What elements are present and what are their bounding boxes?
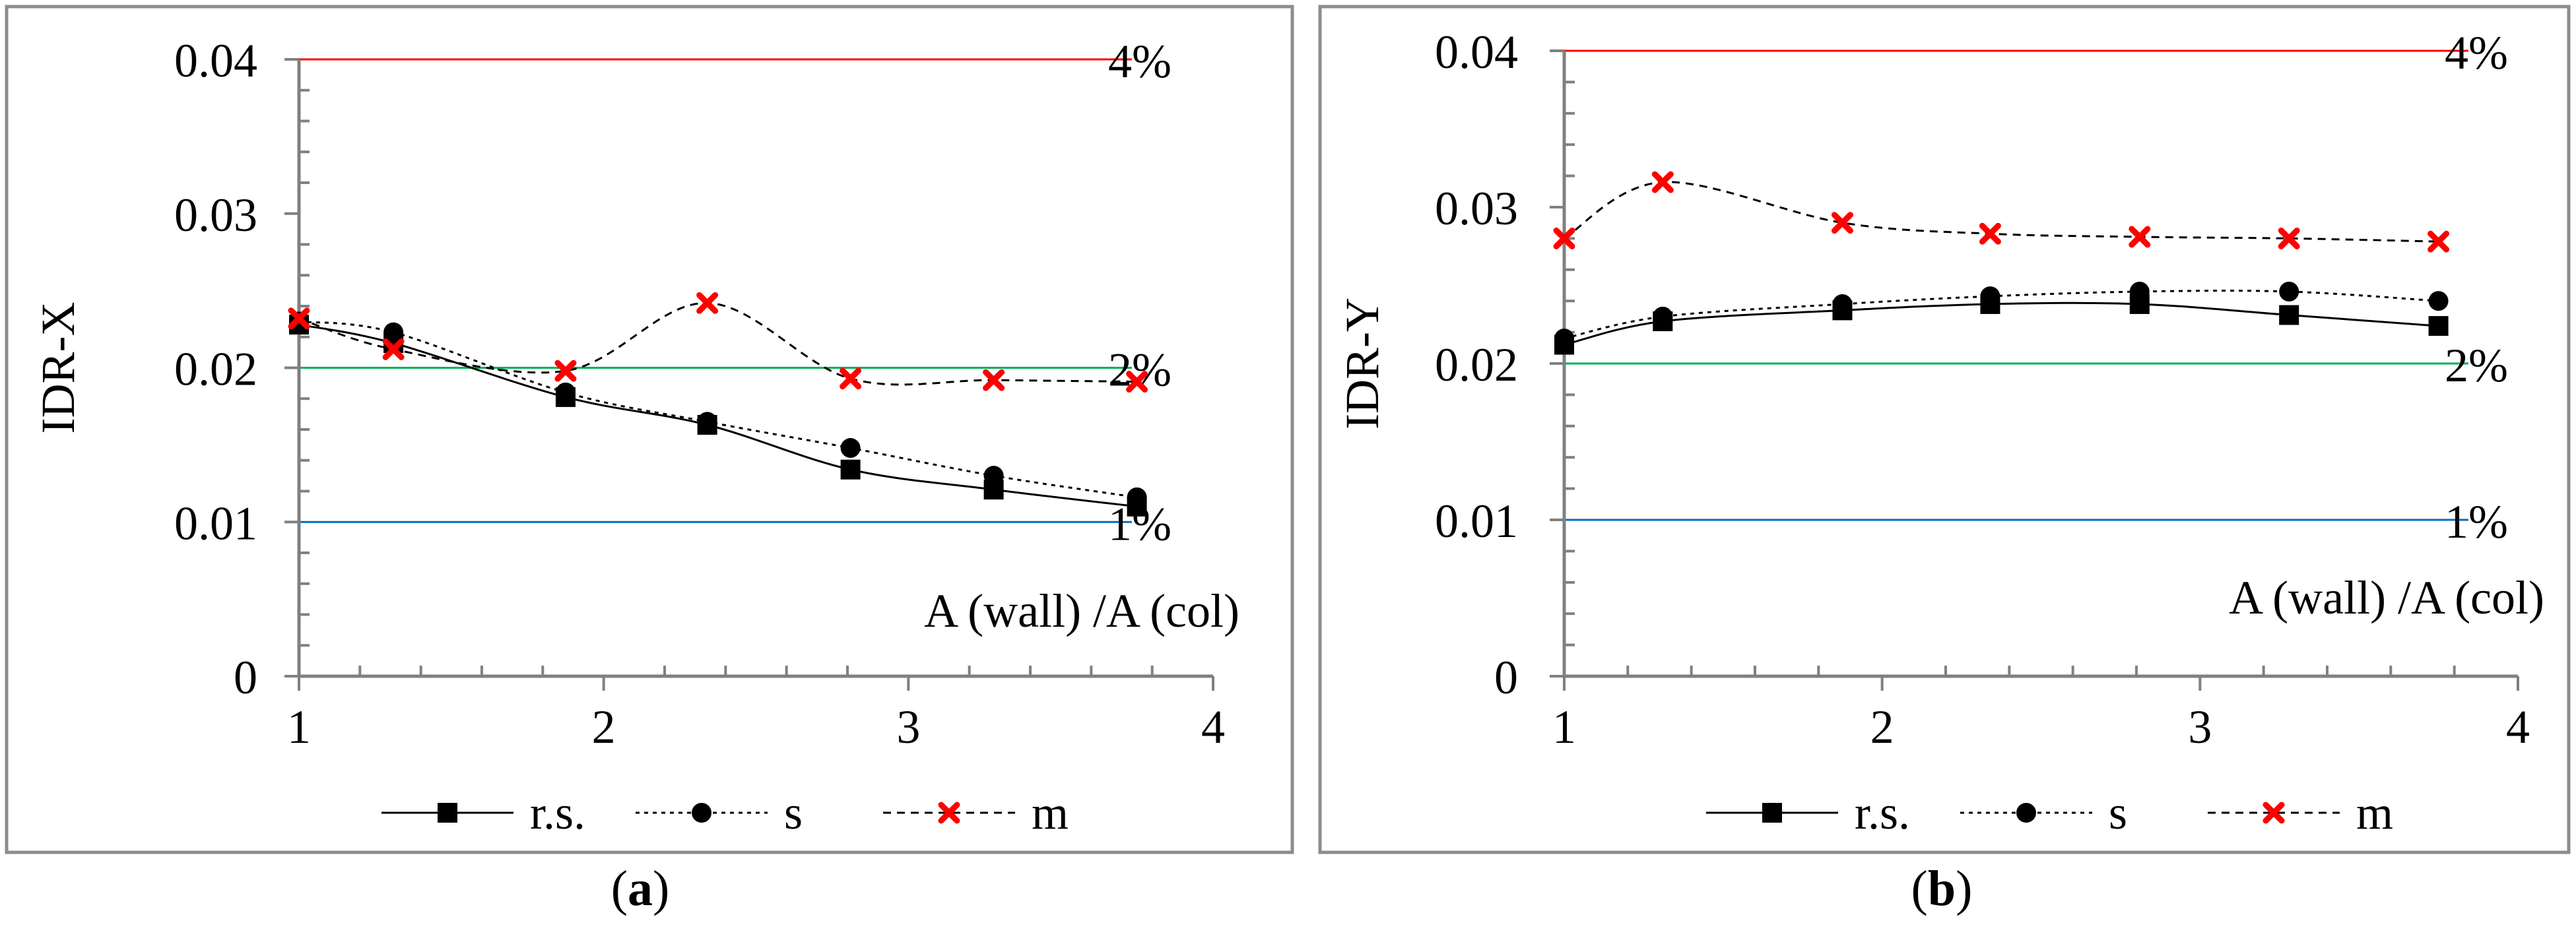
y-tick-label: 0.04	[1435, 26, 1518, 79]
y-tick-label: 0	[234, 651, 257, 704]
y-tick-label: 0.01	[1435, 495, 1518, 548]
data-point	[2129, 281, 2150, 301]
data-point	[697, 412, 717, 432]
legend-label: m	[1032, 786, 1069, 839]
data-point	[2428, 291, 2449, 311]
data-point	[1126, 371, 1148, 393]
caption-paren-open: (	[611, 861, 628, 916]
legend-label: m	[2356, 786, 2393, 839]
reference-label-4pct: 4%	[1108, 35, 1172, 88]
chart-panel-b: 4% 2% 1% 0 0.01 0.02 0.03 0.04 1 2 3 4 IDR-Y A (wall)…	[1318, 5, 2571, 916]
data-point	[983, 369, 1005, 391]
panel-caption: (a)	[611, 861, 670, 916]
x-tick-label: 4	[2506, 701, 2530, 753]
legend-marker	[2262, 802, 2285, 824]
data-point	[1831, 212, 1853, 234]
chart-frame	[1318, 5, 2571, 854]
data-point	[1980, 286, 2000, 307]
data-point	[555, 382, 576, 402]
data-point	[1553, 227, 1575, 249]
caption-paren-close: )	[653, 861, 669, 916]
x-tick-label: 3	[2188, 701, 2212, 753]
y-tick-label: 0	[1494, 651, 1518, 704]
y-tick-label: 0.03	[174, 189, 257, 241]
y-tick-label: 0.02	[174, 343, 257, 396]
data-point	[554, 360, 577, 382]
caption-letter: a	[628, 861, 653, 916]
y-axis-label: IDR-Y	[1336, 298, 1389, 429]
data-point	[840, 438, 861, 458]
x-tick-label: 2	[1870, 701, 1894, 753]
data-point	[1979, 222, 2001, 245]
x-tick-label: 3	[896, 701, 920, 753]
series-markers-s	[1554, 281, 2449, 349]
data-point	[983, 466, 1004, 486]
legend-label: r.s.	[530, 786, 585, 839]
caption-paren-open: (	[1911, 861, 1928, 916]
data-point	[840, 459, 861, 480]
data-point	[1832, 294, 1853, 314]
data-point	[1653, 306, 1673, 327]
legend-marker	[692, 803, 711, 823]
reference-label-4pct: 4%	[2445, 26, 2508, 79]
data-point	[2428, 316, 2449, 336]
legend-label: r.s.	[1855, 786, 1910, 839]
data-point	[2279, 305, 2299, 325]
data-point	[383, 322, 404, 342]
data-point	[840, 367, 862, 390]
legend-label: s	[784, 786, 803, 839]
data-point	[696, 292, 719, 314]
legend: r.s. s m	[1706, 786, 2393, 839]
reference-label-2pct: 2%	[2445, 339, 2508, 392]
x-tick-label: 1	[287, 701, 311, 753]
chart-frame	[5, 5, 1294, 854]
legend-marker	[938, 802, 960, 824]
data-point	[2278, 227, 2300, 249]
x-tick-label: 2	[592, 701, 616, 753]
series-line-s	[1564, 290, 2439, 340]
legend-marker	[1762, 803, 1782, 823]
legend-label: s	[2109, 786, 2127, 839]
data-point	[382, 338, 405, 360]
x-tick-label: 4	[1201, 701, 1225, 753]
y-tick-label: 0.01	[174, 497, 257, 550]
data-point	[1554, 329, 1574, 349]
y-tick-label: 0.03	[1435, 182, 1518, 235]
data-point	[2279, 281, 2299, 301]
panel-caption: (b)	[1911, 861, 1973, 916]
y-axis-label: IDR-X	[32, 302, 84, 434]
data-point	[2427, 230, 2450, 253]
series-markers-m	[288, 292, 1148, 393]
data-point	[1127, 487, 1147, 507]
x-axis-label: A (wall) /A (col)	[924, 585, 1239, 637]
caption-paren-close: )	[1956, 861, 1972, 916]
data-point	[288, 307, 310, 330]
x-axis-label: A (wall) /A (col)	[2229, 571, 2544, 624]
y-tick-label: 0.04	[174, 34, 257, 87]
data-point	[1651, 171, 1674, 193]
y-tick-label: 0.02	[1435, 338, 1518, 391]
legend-marker	[438, 803, 457, 823]
series-markers-m	[1553, 171, 2450, 253]
x-tick-label: 1	[1552, 701, 1576, 753]
caption-letter: b	[1928, 861, 1956, 916]
data-point	[2129, 226, 2151, 248]
reference-label-1pct: 1%	[2445, 495, 2508, 548]
legend: r.s. s m	[381, 786, 1069, 839]
legend-marker	[2016, 803, 2036, 823]
